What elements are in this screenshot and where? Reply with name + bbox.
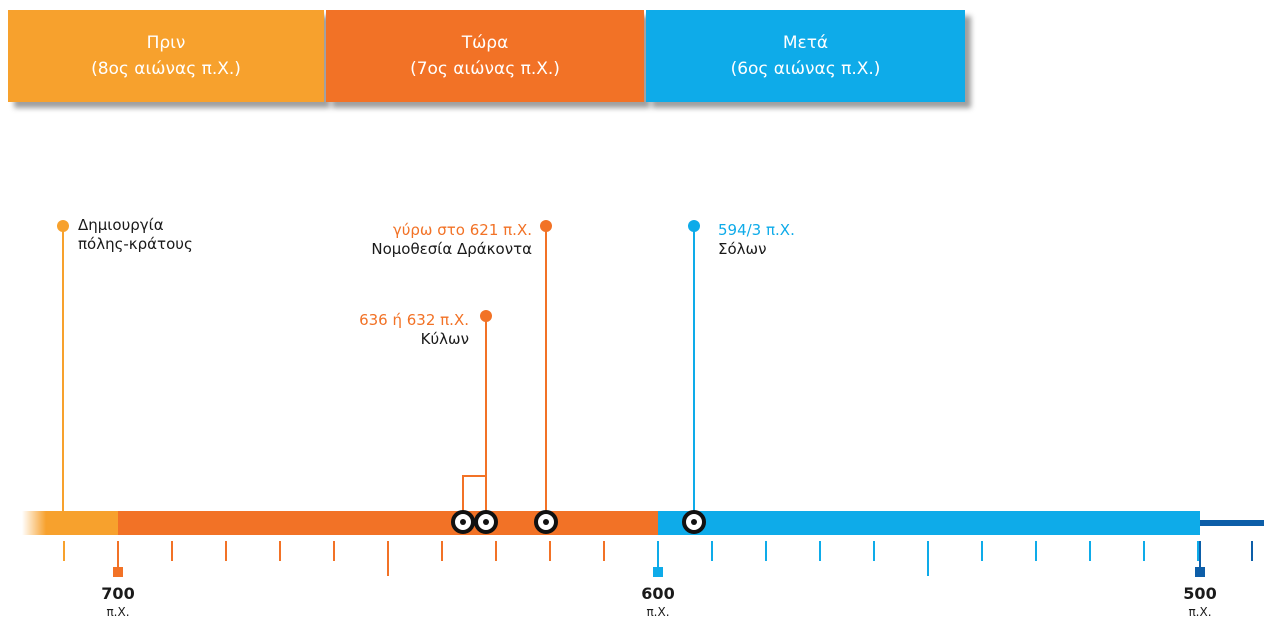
timeline-bar — [22, 511, 1264, 535]
century-marker — [653, 567, 663, 577]
event-solon-date: 594/3 π.Χ. — [718, 221, 795, 239]
tick-mark — [1251, 541, 1253, 561]
tick-mark — [819, 541, 821, 561]
period-after-century: (6ος αιώνας π.Χ.) — [730, 59, 881, 79]
event-city-state: Δημιουργία πόλης-κράτους — [78, 216, 193, 254]
connector-head-city-state — [57, 220, 69, 232]
tick-mark — [225, 541, 227, 561]
era-600: π.Χ. — [646, 605, 670, 619]
tick-mark — [873, 541, 875, 561]
tick-mark — [1035, 541, 1037, 561]
tick-mark — [927, 541, 929, 576]
period-after-label: Μετά — [782, 33, 829, 53]
connector-bracket-kylon — [462, 475, 486, 512]
century-marker — [1195, 567, 1205, 577]
tick-mark — [495, 541, 497, 561]
tick-mark — [387, 541, 389, 576]
century-tick — [1199, 541, 1201, 567]
bar-tail — [1200, 520, 1264, 526]
tick-mark — [1089, 541, 1091, 561]
event-drakon-date: γύρω στο 621 π.Χ. — [392, 221, 532, 239]
bar-fade — [22, 511, 46, 535]
century-tick — [117, 541, 119, 567]
period-before-century: (8ος αιώνας π.Χ.) — [91, 59, 241, 79]
tick-mark — [333, 541, 335, 561]
year-500: 500 — [1183, 584, 1217, 603]
tick-mark — [1143, 541, 1145, 561]
timeline-ticks — [63, 541, 1253, 577]
tick-mark — [765, 541, 767, 561]
era-700: π.Χ. — [106, 605, 130, 619]
tick-mark — [441, 541, 443, 561]
period-now-century: (7ος αιώνας π.Χ.) — [410, 59, 560, 79]
event-dot-center — [460, 519, 466, 525]
event-city-state-name: Δημιουργία πόλης-κράτους — [78, 216, 193, 253]
year-700: 700 — [101, 584, 135, 603]
connector-head-drakon — [540, 220, 552, 232]
period-before: Πριν (8ος αιώνας π.Χ.) — [8, 10, 324, 102]
event-connectors — [57, 220, 706, 534]
period-now: Τώρα (7ος αιώνας π.Χ.) — [326, 10, 644, 102]
era-500: π.Χ. — [1188, 605, 1212, 619]
event-kylon-name: Κύλων — [420, 330, 469, 348]
period-after: Μετά (6ος αιώνας π.Χ.) — [646, 10, 965, 102]
century-marker — [113, 567, 123, 577]
connector-head-solon — [688, 220, 700, 232]
tick-mark — [63, 541, 65, 561]
tick-mark — [171, 541, 173, 561]
event-drakon-name: Νομοθεσία Δράκοντα — [371, 240, 532, 258]
event-drakon: γύρω στο 621 π.Χ. Νομοθεσία Δράκοντα — [371, 221, 532, 259]
bar-after — [658, 511, 1200, 535]
tick-mark — [1197, 541, 1199, 561]
event-dot-center — [543, 519, 549, 525]
event-kylon-date: 636 ή 632 π.Χ. — [359, 311, 469, 329]
event-dot-center — [483, 519, 489, 525]
tick-mark — [603, 541, 605, 561]
year-600: 600 — [641, 584, 675, 603]
tick-mark — [981, 541, 983, 561]
tick-mark — [279, 541, 281, 561]
connector-head-kylon — [480, 310, 492, 322]
event-solon-name: Σόλων — [718, 240, 767, 258]
event-solon: 594/3 π.Χ. Σόλων — [718, 221, 795, 259]
bar-now — [118, 511, 658, 535]
tick-mark — [711, 541, 713, 561]
event-dot-center — [691, 519, 697, 525]
bar-before — [46, 511, 118, 535]
century-tick — [657, 541, 659, 567]
event-kylon: 636 ή 632 π.Χ. Κύλων — [359, 311, 469, 349]
period-before-label: Πριν — [146, 33, 186, 53]
tick-mark — [549, 541, 551, 561]
period-now-label: Τώρα — [461, 33, 509, 53]
